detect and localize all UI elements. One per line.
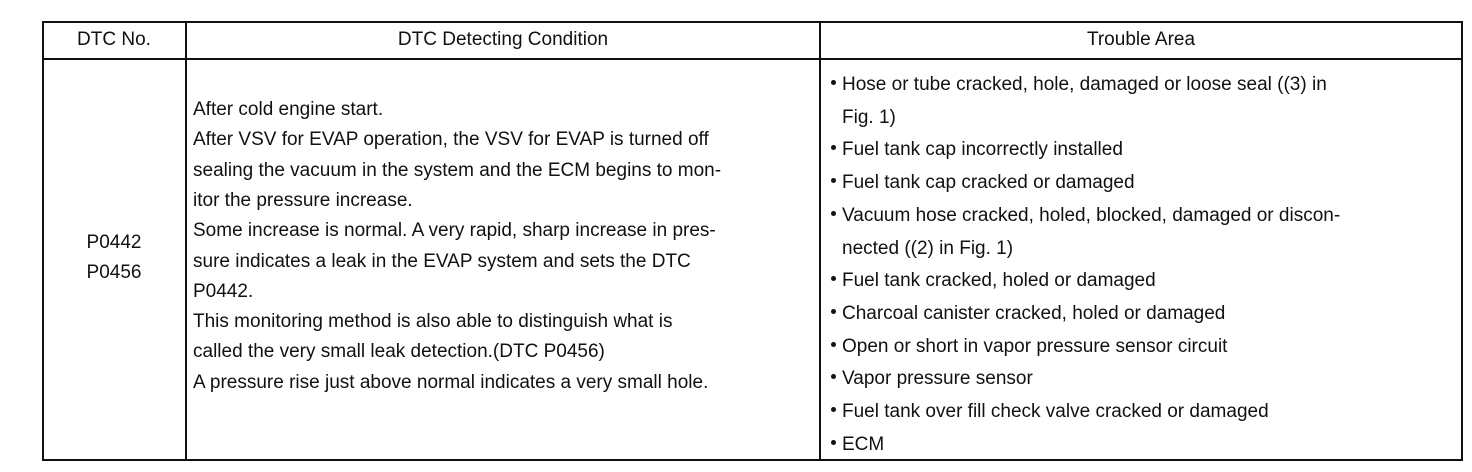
trouble-area-line: Fuel tank cap incorrectly installed bbox=[842, 139, 1123, 161]
column-header: Trouble Area bbox=[1086, 29, 1196, 50]
header-divider bbox=[42, 58, 1463, 60]
bullet bbox=[831, 210, 836, 216]
bullet bbox=[831, 407, 836, 412]
condition-line: sealing the vacuum in the system and the… bbox=[193, 159, 722, 181]
bullet bbox=[831, 145, 836, 151]
condition-line: P0442. bbox=[193, 280, 254, 302]
bullet bbox=[831, 308, 836, 314]
bullet bbox=[831, 178, 836, 184]
trouble-area-line: Charcoal canister cracked, holed or dama… bbox=[842, 302, 1226, 324]
trouble-area-line: Fuel tank cap cracked or damaged bbox=[842, 172, 1135, 194]
dtc-code: P0442 bbox=[86, 232, 142, 253]
condition-line: sure indicates a leak in the EVAP system… bbox=[193, 250, 691, 272]
condition-line: itor the pressure increase. bbox=[193, 189, 413, 211]
bullet bbox=[831, 341, 836, 347]
dtc-code: P0456 bbox=[86, 262, 142, 283]
column-divider bbox=[185, 21, 187, 461]
trouble-area-line: Hose or tube cracked, hole, damaged or l… bbox=[842, 74, 1327, 95]
column-header: DTC No. bbox=[77, 29, 151, 50]
trouble-area-line: Fuel tank over fill check valve cracked … bbox=[842, 401, 1269, 422]
trouble-area-line: Fuel tank cracked, holed or damaged bbox=[842, 270, 1156, 292]
condition-line: called the very small leak detection.(DT… bbox=[193, 341, 605, 363]
trouble-area-line: Open or short in vapor pressure sensor c… bbox=[842, 335, 1228, 357]
bullet bbox=[831, 276, 836, 282]
column-divider bbox=[819, 21, 821, 461]
bullet bbox=[831, 80, 836, 85]
trouble-area-line: Fig. 1) bbox=[842, 106, 896, 128]
bullet bbox=[831, 374, 836, 380]
trouble-area-line: Vapor pressure sensor bbox=[842, 368, 1033, 390]
bullet bbox=[831, 439, 836, 445]
condition-line: A pressure rise just above normal indica… bbox=[193, 371, 709, 393]
trouble-area-line: nected ((2) in Fig. 1) bbox=[842, 237, 1014, 259]
condition-line: This monitoring method is also able to d… bbox=[193, 311, 673, 333]
condition-line: After VSV for EVAP operation, the VSV fo… bbox=[193, 129, 709, 151]
table-border bbox=[42, 21, 1463, 461]
trouble-area-line: ECM bbox=[842, 433, 885, 455]
condition-line: After cold engine start. bbox=[193, 99, 384, 120]
trouble-area-line: Vacuum hose cracked, holed, blocked, dam… bbox=[842, 204, 1341, 226]
column-header: DTC Detecting Condition bbox=[397, 29, 609, 50]
condition-line: Some increase is normal. A very rapid, s… bbox=[193, 220, 716, 242]
